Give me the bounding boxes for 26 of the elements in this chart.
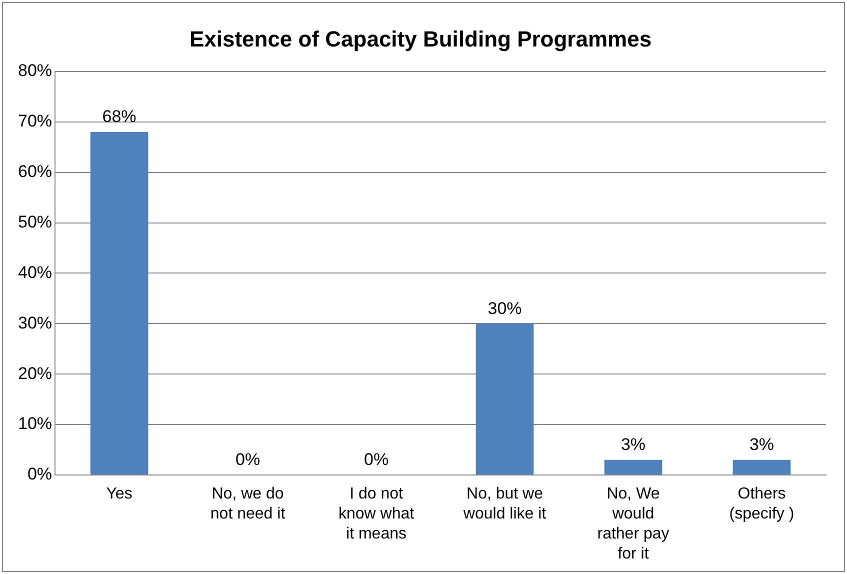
bar (604, 460, 662, 474)
data-label: 0% (235, 450, 260, 470)
data-label: 0% (364, 450, 389, 470)
x-tick-label: Yes (106, 485, 132, 502)
x-tick-label: No, We would rather pay for it (597, 485, 670, 562)
data-label: 68% (102, 107, 136, 126)
data-label: 3% (620, 435, 646, 454)
y-tick-label: 80% (18, 61, 52, 80)
y-tick-label: 0% (27, 464, 52, 484)
data-label: 3% (749, 435, 774, 454)
x-tick-label: Others (specify ) (729, 485, 794, 522)
y-tick-label: 70% (18, 112, 52, 131)
chart-title: Existence of Capacity Building Programmes (189, 26, 652, 52)
bar (732, 460, 791, 474)
x-tick-label: No, we do not need it (210, 485, 286, 522)
y-tick-label: 10% (18, 414, 52, 434)
y-tick-label: 50% (18, 212, 52, 232)
y-tick-label: 30% (18, 313, 52, 332)
y-tick-label: 60% (18, 162, 52, 181)
data-label: 30% (488, 298, 522, 318)
x-tick-label: No, but we would like it (462, 485, 547, 522)
bar (90, 132, 148, 474)
y-tick-label: 20% (18, 364, 52, 383)
y-tick-label: 40% (18, 262, 52, 282)
bar (476, 324, 534, 474)
x-tick-label: I do not know what it means (338, 485, 415, 542)
